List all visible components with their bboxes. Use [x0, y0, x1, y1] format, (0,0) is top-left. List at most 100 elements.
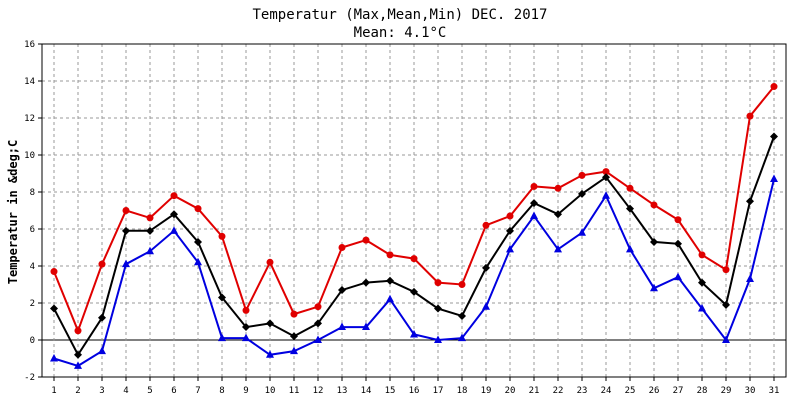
data-point — [194, 237, 202, 246]
data-point — [338, 286, 346, 295]
data-point — [530, 211, 538, 220]
x-tick-label: 21 — [529, 386, 540, 396]
y-tick-label: 12 — [24, 114, 35, 124]
data-point — [146, 214, 154, 222]
data-point — [626, 204, 634, 213]
data-point — [458, 333, 466, 342]
data-point — [626, 184, 634, 192]
x-tick-label: 10 — [265, 386, 276, 396]
data-point — [482, 221, 490, 229]
series-layer — [50, 83, 778, 369]
x-tick-label: 17 — [433, 386, 444, 396]
data-point — [626, 244, 634, 253]
chart-subtitle: Mean: 4.1°C — [354, 25, 447, 41]
x-tick-label: 30 — [745, 386, 756, 396]
data-point — [338, 244, 346, 251]
x-tick-label: 5 — [147, 386, 152, 396]
x-tick-label: 3 — [99, 386, 104, 396]
data-point — [698, 304, 706, 312]
data-point — [434, 335, 442, 343]
data-point — [98, 346, 106, 355]
data-point — [98, 260, 106, 268]
data-point — [50, 304, 58, 313]
x-tick-label: 28 — [697, 386, 708, 396]
data-point — [242, 306, 250, 314]
data-point — [266, 258, 274, 266]
data-point — [314, 319, 322, 328]
data-point — [74, 350, 82, 359]
x-tick-label: 13 — [337, 386, 348, 396]
data-point — [650, 201, 658, 209]
data-point — [722, 266, 730, 274]
data-point — [458, 311, 466, 320]
data-point — [170, 210, 178, 219]
plot-frame — [41, 43, 787, 378]
data-point — [554, 244, 562, 253]
y-tick-label: 10 — [24, 151, 35, 161]
x-tick-label: 8 — [219, 386, 224, 396]
x-tick-label: 4 — [123, 386, 128, 396]
y-tick-label: 0 — [30, 336, 35, 346]
data-point — [434, 279, 442, 287]
x-tick-label: 12 — [313, 386, 324, 396]
data-point — [578, 189, 586, 198]
data-point — [98, 313, 106, 322]
data-point — [410, 287, 418, 296]
y-tick-label: 6 — [30, 225, 35, 235]
data-point — [746, 112, 754, 120]
data-point — [410, 255, 418, 263]
x-tick-label: 15 — [385, 386, 396, 396]
data-point — [122, 259, 130, 268]
data-point — [410, 329, 418, 338]
data-point — [386, 276, 394, 285]
data-point — [482, 263, 490, 272]
data-point — [338, 322, 346, 331]
data-point — [266, 319, 274, 328]
x-tick-label: 23 — [577, 386, 588, 396]
y-tick-label: 16 — [24, 40, 35, 50]
y-axis-label: Temperatur in &deg;C — [6, 140, 20, 285]
y-tick-label: -2 — [24, 373, 35, 383]
data-point — [746, 274, 754, 282]
data-point — [74, 327, 82, 335]
data-point — [218, 333, 226, 342]
data-point — [434, 304, 442, 313]
data-point — [386, 294, 394, 303]
data-point — [218, 293, 226, 302]
x-tick-label: 29 — [721, 386, 732, 396]
data-point — [290, 310, 298, 318]
data-point — [386, 251, 394, 259]
data-point — [314, 303, 322, 311]
data-point — [506, 244, 514, 253]
data-point — [506, 212, 514, 220]
data-point — [650, 283, 658, 292]
data-point — [290, 332, 298, 341]
data-point — [770, 174, 778, 183]
data-point — [506, 226, 514, 235]
x-tick-label: 22 — [553, 386, 564, 396]
data-point — [74, 361, 82, 369]
data-point — [554, 210, 562, 219]
data-point — [146, 226, 154, 235]
data-point — [50, 354, 58, 362]
data-point — [170, 192, 178, 200]
data-point — [722, 300, 730, 309]
x-tick-label: 24 — [601, 386, 612, 396]
data-point — [722, 335, 730, 343]
data-point — [458, 281, 466, 288]
data-point — [602, 168, 610, 176]
x-tick-label: 16 — [409, 386, 420, 396]
chart-title: Temperatur (Max,Mean,Min) DEC. 2017 — [252, 7, 547, 23]
data-point — [770, 83, 778, 91]
data-point — [674, 272, 682, 281]
x-tick-label: 9 — [243, 386, 248, 396]
data-point — [266, 350, 274, 358]
data-point — [242, 323, 250, 332]
data-point — [530, 182, 538, 190]
y-tick-label: 2 — [30, 299, 35, 309]
data-point — [554, 184, 562, 192]
